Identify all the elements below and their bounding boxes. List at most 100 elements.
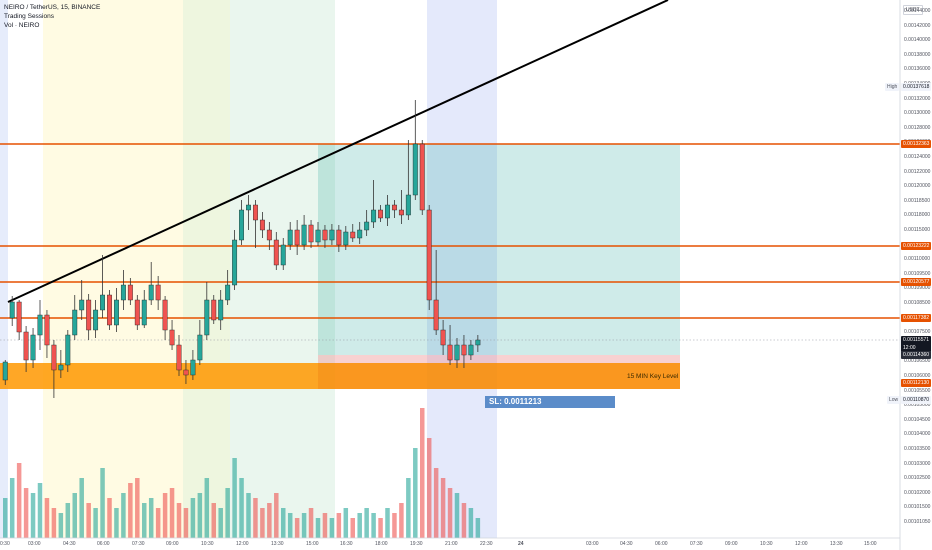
candle-body (113, 299, 119, 326)
time-tick-label: 10:30 (201, 541, 214, 547)
volume-bar (454, 493, 460, 538)
price-tick-label: 0.00103000 (904, 460, 931, 467)
volume-bar (426, 438, 432, 538)
candle-body (72, 309, 78, 336)
volume-bar (155, 508, 161, 538)
time-tick-label: 06:00 (655, 541, 668, 547)
volume-bar (468, 508, 474, 538)
candle-body (211, 299, 217, 321)
price-tick-label: 0.00106500 (904, 358, 931, 365)
volume-bar (461, 503, 467, 538)
volume-bar (107, 498, 112, 538)
price-tick-label: 0.00128000 (904, 124, 931, 131)
volume-bar (93, 508, 98, 538)
volume-bar (447, 488, 453, 538)
candle-body (343, 231, 349, 246)
volume-bar (232, 458, 237, 538)
volume-bar (128, 483, 133, 538)
candle-body (9, 301, 15, 319)
candle-body (2, 361, 8, 381)
candle-body (294, 229, 300, 246)
candle-body (93, 309, 99, 331)
trendline[interactable] (7, 0, 669, 303)
candle-body (364, 221, 370, 231)
level-lines[interactable] (0, 143, 900, 319)
low-tag: Low (887, 396, 901, 404)
time-tick-label: 12:00 (795, 541, 808, 547)
target-zone (318, 144, 680, 355)
volume-bar (190, 498, 196, 538)
candle-body (371, 209, 377, 223)
price-tick-label: 0.00115000 (904, 227, 931, 233)
candle-body (134, 299, 140, 326)
candle-body (308, 224, 314, 243)
time-tick-label: 0:30 (0, 541, 10, 547)
volume-bar (357, 513, 362, 538)
symbol-title[interactable]: NEIRO / TetherUS, 15, BINANCE (4, 4, 101, 11)
volume-bar (246, 493, 251, 538)
volume-bar (475, 518, 481, 538)
candle-body (239, 209, 245, 241)
volume-bar (413, 448, 418, 538)
time-tick-label: 16:30 (340, 541, 353, 547)
volume-bar (378, 518, 383, 538)
candle-body (37, 314, 43, 336)
volume-bar (308, 508, 314, 538)
currency-tag[interactable]: USDT (903, 5, 923, 15)
candle-body (65, 334, 71, 366)
volume-bar (440, 478, 446, 538)
volume-bar (218, 508, 223, 538)
key-level-zone[interactable] (0, 363, 680, 389)
price-tick-label: 0.00105000 (904, 402, 931, 409)
volume-bar (30, 493, 36, 538)
volume-bar (169, 488, 175, 538)
stop-zone (318, 355, 680, 363)
level-value-1: 0.00132363 (901, 140, 932, 148)
volume-bar (37, 483, 43, 538)
volume-bar (148, 498, 154, 538)
volume-bar (315, 518, 321, 538)
time-tick-label: 19:30 (410, 541, 423, 547)
time-tick-label: 04:30 (63, 541, 76, 547)
volume-indicator-label[interactable]: Vol · NEIRO (4, 22, 40, 29)
price-tick-label: 0.00109500 (904, 270, 931, 277)
candle-body (58, 364, 64, 371)
time-tick-label: 13:30 (830, 541, 843, 547)
price-tick-label: 0.00136000 (904, 66, 931, 73)
sessions-indicator-label[interactable]: Trading Sessions (4, 13, 54, 20)
high-value: 0.00137618 (901, 83, 932, 91)
candle-body (280, 244, 286, 266)
volume-bar (114, 508, 119, 538)
volume-bar (301, 513, 307, 538)
candle-body (350, 231, 356, 239)
volume-bar (44, 498, 50, 538)
price-tick-label: 0.00132000 (904, 95, 931, 102)
candle-body (336, 229, 342, 246)
volume-bar (343, 508, 349, 538)
time-tick-label: 21:00 (445, 541, 458, 547)
volume-bar (86, 503, 91, 538)
volume-bar (16, 463, 22, 538)
candle-body (44, 314, 50, 346)
candle-body (433, 299, 439, 331)
candle-body (385, 204, 390, 219)
time-tick-label: 10:30 (760, 541, 773, 547)
time-tick-label: 09:00 (725, 541, 738, 547)
level-value-4: 0.00117382 (901, 314, 932, 322)
time-tick-label: 09:00 (166, 541, 179, 547)
candle-body (461, 344, 467, 356)
candle-body (169, 329, 175, 346)
price-tick-label: 0.00101500 (904, 504, 931, 511)
stop-loss-box[interactable]: SL: 0.0011213 (485, 396, 615, 408)
volume-bar (420, 408, 425, 538)
volume-bar (364, 508, 369, 538)
price-tick-label: 0.00138000 (904, 51, 931, 58)
volume-bar (433, 468, 439, 538)
volume-bar (3, 498, 8, 538)
volume-bar (267, 503, 272, 538)
candle-body (225, 284, 231, 301)
volume-bar (406, 478, 411, 538)
candle-body (23, 331, 29, 361)
price-tick-label: 0.00118500 (904, 197, 931, 204)
